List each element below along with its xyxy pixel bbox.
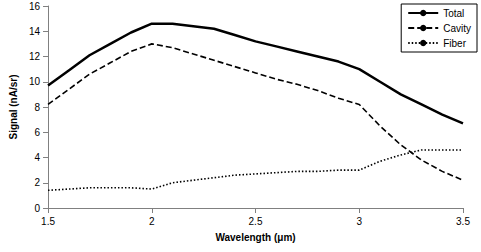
svg-text:Fiber: Fiber: [443, 38, 466, 49]
svg-text:2: 2: [149, 216, 155, 227]
svg-text:4: 4: [34, 152, 40, 163]
svg-text:0: 0: [34, 203, 40, 214]
svg-text:2.5: 2.5: [249, 216, 263, 227]
svg-text:10: 10: [29, 76, 41, 87]
svg-text:Signal (nA/sr): Signal (nA/sr): [8, 74, 19, 139]
svg-text:2: 2: [34, 177, 40, 188]
svg-text:Wavelength (μm): Wavelength (μm): [215, 232, 295, 243]
svg-text:3: 3: [356, 216, 362, 227]
svg-text:Total: Total: [443, 8, 464, 19]
svg-text:6: 6: [34, 127, 40, 138]
svg-text:14: 14: [29, 26, 41, 37]
svg-text:8: 8: [34, 102, 40, 113]
svg-text:Cavity: Cavity: [443, 23, 471, 34]
svg-text:12: 12: [29, 51, 41, 62]
svg-text:1.5: 1.5: [41, 216, 55, 227]
svg-text:16: 16: [29, 1, 41, 12]
svg-text:3.5: 3.5: [456, 216, 470, 227]
